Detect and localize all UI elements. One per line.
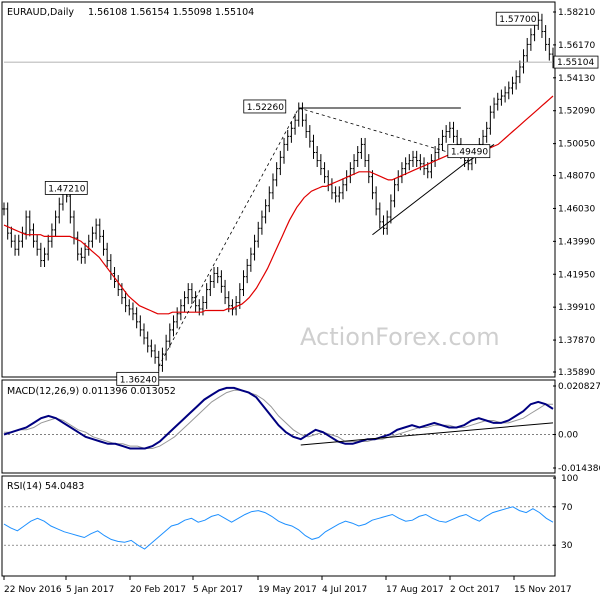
rsi-ytick-label: 30 — [561, 541, 573, 551]
price-panel-frame — [1, 1, 556, 378]
rsi-ytick-label: 70 — [561, 503, 573, 513]
current-price-label: 1.55104 — [557, 58, 594, 68]
price-ytick-label: 1.46030 — [558, 204, 595, 214]
x-tick-label: 15 Nov 2017 — [514, 585, 572, 595]
ohlc-values: 1.56108 1.56154 1.55098 1.55104 — [88, 7, 254, 18]
price-ytick-label: 1.43990 — [558, 237, 595, 247]
price-ytick-label: 1.54130 — [558, 74, 595, 84]
macd-trendline — [300, 422, 554, 446]
watermark-text: ActionForex.com — [300, 323, 500, 351]
x-tick-label: 2 Oct 2017 — [450, 585, 500, 595]
rsi-layer — [3, 506, 554, 550]
price-annotation-box — [447, 144, 491, 159]
macd-title: MACD(12,26,9) 0.011396 0.013052 — [7, 386, 176, 397]
price-ytick-label: 1.50050 — [558, 140, 595, 150]
x-tick-label: 5 Jan 2017 — [66, 585, 114, 595]
price-ytick-label: 1.37870 — [558, 336, 595, 346]
macd-ytick-label: 0.020827 — [558, 382, 600, 392]
rsi-ytick-label: 100 — [561, 474, 578, 484]
price-annotation-box — [495, 11, 539, 26]
x-tick-label: 20 Feb 2017 — [130, 585, 186, 595]
price-layer: 1.57700 1.52260 1.47210 1.36240 1.49490 — [2, 11, 555, 386]
macd-signal-line — [4, 389, 553, 449]
x-tick-label: 22 Nov 2016 — [4, 585, 62, 595]
dashed-rally-line — [158, 107, 300, 367]
price-ytick-label: 1.41950 — [558, 270, 595, 280]
x-tick-label: 5 Apr 2017 — [193, 585, 243, 595]
macd-line — [3, 386, 554, 450]
price-annotation-label: 1.52260 — [247, 103, 284, 113]
rsi-title: RSI(14) 54.0483 — [7, 481, 84, 492]
support-trendline — [372, 163, 465, 236]
macd-ytick-label: -0.014386 — [558, 464, 600, 474]
price-ytick-label: 1.58210 — [558, 8, 595, 18]
rsi-panel-frame — [1, 475, 556, 577]
dashed-pullback-line — [298, 107, 450, 154]
macd-ytick-label: 0.00 — [558, 430, 578, 440]
x-tick-label: 19 May 2017 — [258, 585, 317, 595]
price-annotation-label: 1.49490 — [451, 148, 488, 158]
price-annotation-label: 1.57700 — [499, 15, 536, 25]
price-annotation-label: 1.36240 — [120, 375, 157, 385]
price-ytick-label: 1.39910 — [558, 303, 595, 313]
macd-layer — [3, 386, 554, 450]
current-price-tag — [553, 55, 599, 69]
price-annotation-label: 1.47210 — [48, 184, 85, 194]
price-ytick-label: 1.52090 — [558, 107, 595, 117]
rsi-line — [3, 506, 554, 550]
price-annotation-box — [44, 181, 88, 195]
symbol-label: EURAUD,Daily — [7, 7, 74, 18]
price-annotation-box — [116, 371, 160, 386]
x-tick-label: 17 Aug 2017 — [386, 585, 444, 595]
price-annotation-box — [243, 99, 287, 114]
price-ytick-label: 1.35890 — [558, 368, 595, 378]
price-ytick-label: 1.56170 — [558, 41, 595, 51]
axis-layer: 1.58210 1.56170 1.54130 1.52090 1.50050 1.480… — [3, 8, 600, 595]
x-tick-label: 4 Jul 2017 — [322, 585, 367, 595]
price-ytick-label: 1.48070 — [558, 172, 595, 182]
